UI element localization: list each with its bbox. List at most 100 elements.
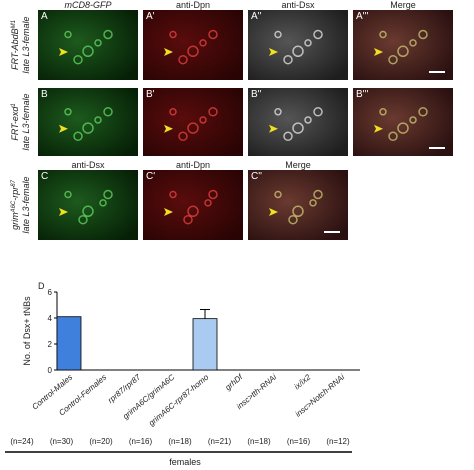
cell-signal	[309, 199, 317, 207]
cell-signal	[208, 189, 218, 200]
cell-signal	[73, 131, 83, 142]
genotype-part: 1	[11, 103, 17, 106]
error-bar	[200, 309, 210, 319]
cell-signal	[94, 116, 102, 124]
micrograph	[38, 88, 138, 156]
panel-header: anti-Dsx	[281, 0, 315, 10]
y-tick-label: 4	[48, 314, 53, 323]
cell-signal	[304, 116, 312, 124]
micrograph	[353, 10, 453, 80]
micrograph	[143, 170, 243, 240]
cell-signal	[178, 54, 188, 65]
cell-signal	[99, 199, 107, 207]
cell-signal	[274, 190, 282, 199]
cell-signal	[199, 116, 207, 124]
micrograph	[248, 170, 348, 240]
side-label: FRT-exd1 late L3-female	[10, 93, 31, 150]
cell-signal	[82, 45, 94, 58]
cell-signal	[292, 205, 304, 218]
cell-signal	[64, 30, 72, 39]
group-label: females	[169, 457, 201, 467]
panel-label: B''	[251, 89, 262, 100]
cell-signal	[94, 39, 102, 47]
panel-label: C'	[146, 171, 155, 182]
cell-signal	[64, 108, 72, 116]
cell-signal	[274, 108, 282, 116]
cell-signal	[187, 45, 199, 58]
cell-signal	[169, 30, 177, 39]
side-stage: late L3-female	[21, 176, 31, 233]
side-stage: late L3-female	[21, 93, 31, 150]
cell-signal	[103, 107, 113, 117]
arrowhead	[269, 124, 278, 133]
cell-signal	[409, 116, 417, 124]
panel-header: Merge	[390, 0, 416, 10]
cell-signal	[283, 54, 293, 65]
genotype-part: -rpr	[10, 186, 20, 201]
arrowhead	[164, 124, 173, 133]
cell-signal	[187, 122, 199, 134]
cell-signal	[283, 131, 293, 142]
cell-signal	[292, 45, 304, 58]
panel-label: C	[41, 171, 48, 182]
cell-signal	[313, 189, 323, 200]
n-label: (n=18)	[247, 437, 271, 446]
cell-signal	[204, 199, 212, 207]
genotype-part: M1	[11, 20, 17, 28]
cell-signal	[208, 29, 218, 40]
arrowhead	[374, 124, 383, 133]
genotype-part: A6C	[11, 200, 17, 213]
panel-header: Merge	[285, 160, 311, 170]
n-label: (n=30)	[50, 437, 74, 446]
panel-label: B	[41, 89, 48, 100]
chart-label: D	[38, 281, 45, 291]
cell-signal	[388, 54, 398, 65]
panel-header: anti-Dsx	[71, 160, 105, 170]
side-genotype: FRT-AbdBM1	[10, 20, 20, 70]
cell-signal	[199, 39, 207, 47]
cell-signal	[103, 29, 113, 40]
side-stage: late L3-female	[21, 16, 31, 73]
y-tick-label: 2	[48, 340, 53, 349]
cell-signal	[304, 39, 312, 47]
micrograph	[248, 88, 348, 156]
n-label: (n=18)	[168, 437, 192, 446]
cell-signal	[73, 54, 83, 65]
n-label: (n=16)	[129, 437, 153, 446]
cell-signal	[379, 30, 387, 39]
panel-header: mCD8-GFP	[65, 0, 112, 10]
micrograph	[248, 10, 348, 80]
cell-signal	[313, 107, 323, 117]
panel-header: anti-Dpn	[176, 160, 210, 170]
cell-signal	[418, 29, 428, 40]
x-tick-label: grimA6C-rpr87-homo	[147, 372, 211, 428]
genotype-part: FRT-AbdB	[10, 28, 20, 70]
cell-signal	[409, 39, 417, 47]
arrowhead	[164, 208, 173, 216]
arrowhead	[269, 208, 278, 216]
side-label: FRT-AbdBM1 late L3-female	[10, 16, 31, 73]
micrograph	[143, 88, 243, 156]
cell-signal	[313, 29, 323, 40]
cell-signal	[292, 122, 304, 134]
x-tick-label: grhDf	[224, 372, 245, 392]
side-genotype: FRT-exd1	[10, 103, 20, 140]
arrowhead	[59, 208, 68, 216]
micrograph	[38, 10, 138, 80]
arrowhead	[164, 48, 173, 56]
cell-signal	[178, 131, 188, 142]
micrograph	[38, 170, 138, 240]
micrograph	[353, 88, 453, 156]
panel-label: C''	[251, 171, 262, 182]
n-label: (n=21)	[208, 437, 232, 446]
panel-label: A''	[251, 11, 262, 22]
n-label: (n=16)	[287, 437, 311, 446]
cell-signal	[288, 214, 298, 225]
panel-label: B'''	[356, 89, 368, 100]
micrograph	[143, 10, 243, 80]
cell-signal	[82, 122, 94, 134]
panel-label: A	[41, 11, 48, 22]
bar	[56, 316, 82, 371]
panel-label: A'''	[356, 11, 368, 22]
